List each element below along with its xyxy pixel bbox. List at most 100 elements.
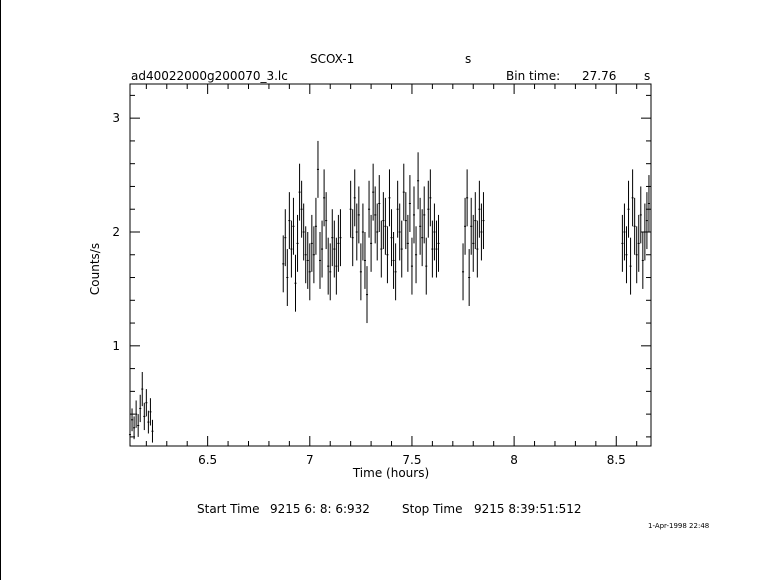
axis-tick-labels: 6.5 7 7.5 8 8.5 1 2 3 [112, 111, 625, 467]
data-point [145, 389, 148, 417]
data-point [298, 163, 301, 221]
x-axis-label: Time (hours) [352, 466, 429, 480]
window-left-border [0, 0, 1, 580]
data-point [480, 203, 483, 261]
data-point [139, 394, 142, 423]
data-point [314, 197, 317, 255]
data-point [476, 220, 479, 278]
data-point [423, 186, 426, 244]
data-point [310, 214, 313, 272]
data-point [474, 192, 477, 250]
data-point [425, 237, 428, 295]
data-point [316, 140, 319, 198]
data-point [623, 203, 626, 261]
data-point [374, 186, 377, 244]
data-point [404, 192, 407, 250]
data-point [641, 231, 644, 289]
bin-time-value: 27.76 [582, 69, 617, 83]
data-point [353, 169, 356, 227]
data-point [482, 192, 485, 250]
data-point [137, 414, 140, 437]
data-point [339, 209, 342, 267]
data-point [470, 197, 473, 255]
plot-frame [129, 83, 652, 447]
data-point [472, 214, 475, 272]
data-point [333, 220, 336, 278]
data-point [282, 235, 285, 293]
data-point [135, 400, 138, 428]
data-point [433, 203, 436, 261]
data-point [141, 372, 144, 407]
data-point [645, 192, 648, 250]
x-tick-label: 7 [306, 453, 314, 467]
data-point [357, 186, 360, 244]
data-point [306, 231, 309, 289]
data-point [292, 197, 295, 255]
data-point [284, 209, 287, 267]
data-point [419, 197, 422, 255]
data-point [412, 186, 416, 244]
data-point [304, 226, 307, 284]
data-point [633, 197, 636, 255]
data-point [349, 180, 352, 238]
data-point [421, 209, 424, 267]
bin-time-unit: s [644, 69, 651, 83]
data-point [131, 408, 134, 432]
data-point [290, 220, 293, 278]
data-point [323, 169, 326, 227]
data-point [468, 249, 471, 306]
data-point [631, 169, 634, 227]
data-point [302, 203, 305, 261]
data-point [321, 220, 324, 278]
data-point [378, 175, 381, 232]
data-point [294, 254, 297, 312]
data-point [351, 209, 354, 267]
stop-time-label: Stop Time [402, 502, 463, 516]
data-point [647, 175, 650, 232]
data-point [376, 203, 379, 261]
x-tick-label: 7.5 [402, 453, 421, 467]
data-point [390, 209, 393, 267]
data-point [327, 237, 330, 295]
data-point [478, 180, 481, 238]
data-point [149, 398, 152, 426]
data-point [402, 163, 405, 221]
data-point [406, 214, 409, 272]
data-point [372, 163, 375, 221]
plot-timestamp: 1-Apr-1998 22:48 [648, 522, 710, 530]
data-point [417, 152, 420, 210]
data-point [388, 169, 391, 227]
x-tick-label: 8.5 [607, 453, 626, 467]
data-point [335, 237, 338, 295]
start-time-label: Start Time [197, 502, 260, 516]
data-point [408, 175, 411, 232]
data-point [462, 243, 465, 301]
data-point [635, 226, 638, 284]
data-point [437, 214, 440, 272]
data-point [398, 203, 401, 261]
stop-time-value: 9215 8:39:51:512 [474, 502, 582, 516]
file-name: ad40022000g200070_3.lc [131, 69, 288, 83]
data-point [382, 192, 385, 250]
data-point [464, 197, 467, 255]
bin-time-label: Bin time: [506, 69, 561, 83]
data-point [639, 186, 642, 244]
x-tick-label: 6.5 [198, 453, 217, 467]
data-point [286, 249, 289, 306]
data-point [151, 419, 154, 443]
data-point [400, 220, 403, 278]
axis-ticks [130, 84, 651, 446]
data-point [331, 209, 334, 267]
data-point [643, 203, 646, 261]
data-points [128, 140, 650, 446]
data-point [133, 416, 136, 440]
data-point [300, 180, 303, 238]
data-point [415, 226, 418, 284]
data-point [312, 226, 315, 284]
data-point [386, 226, 389, 284]
data-point [128, 423, 132, 446]
data-point [396, 180, 399, 238]
data-point [637, 214, 640, 272]
start-time-value: 9215 6: 8: 6:932 [270, 502, 370, 516]
data-point [435, 220, 438, 278]
